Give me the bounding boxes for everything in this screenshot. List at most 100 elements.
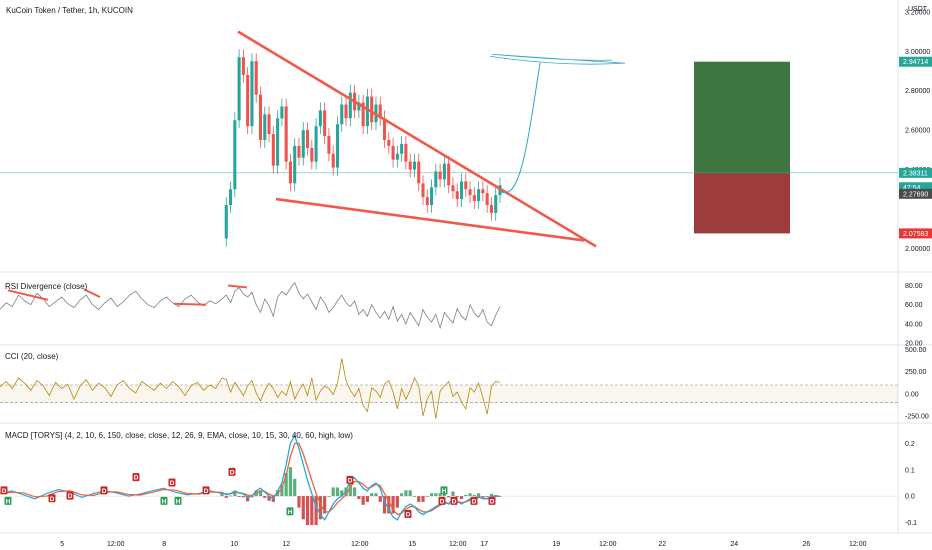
candle-body bbox=[494, 195, 498, 213]
price-axis[interactable]: 3.200003.000002.800002.600002.400002.000… bbox=[899, 9, 932, 253]
candle-body bbox=[361, 102, 365, 127]
macd-signal-marker bbox=[228, 467, 236, 476]
macd-histogram-bar bbox=[220, 493, 224, 497]
candle-body bbox=[477, 189, 481, 202]
candle-body bbox=[233, 120, 237, 190]
rsi-divergence-mark bbox=[83, 288, 101, 298]
projected-path-sketch bbox=[497, 63, 541, 193]
macd-histogram-bar bbox=[288, 467, 293, 497]
candle-body bbox=[237, 57, 241, 121]
candle-body bbox=[434, 171, 438, 188]
candle-body bbox=[254, 61, 258, 95]
cci-tick-label: 250.00 bbox=[905, 369, 927, 376]
candle-body bbox=[430, 187, 434, 205]
price-tag-label: 2.94714 bbox=[903, 59, 928, 66]
candle-body bbox=[472, 195, 476, 202]
macd-histogram-bar bbox=[468, 493, 472, 497]
macd-histogram-bar bbox=[485, 496, 489, 497]
candle-body bbox=[391, 145, 395, 160]
rsi-divergence-mark bbox=[7, 289, 49, 301]
macd-histogram-bar bbox=[233, 492, 237, 497]
macd-histogram-bar bbox=[464, 494, 468, 497]
macd-histogram-bar bbox=[297, 496, 301, 508]
candle-body bbox=[323, 110, 327, 137]
price-tag-label: 47:54 bbox=[903, 185, 921, 192]
time-tick-label: 17 bbox=[480, 541, 488, 548]
candle-body bbox=[421, 183, 425, 198]
price-tag bbox=[899, 182, 932, 193]
macd-histogram-bar bbox=[305, 496, 310, 526]
macd-signal-marker bbox=[0, 486, 8, 495]
time-tick-label: 12:00 bbox=[351, 541, 369, 548]
macd-histogram-bar bbox=[417, 496, 421, 502]
macd-pane-label: MACD [TORYS] (4, 2, 10, 6, 150, close, c… bbox=[5, 431, 353, 440]
price-tick-label: 2.00000 bbox=[905, 246, 930, 253]
macd-tick-label: 0.2 bbox=[905, 441, 915, 448]
macd-histogram-bar bbox=[447, 496, 451, 498]
target-scribble bbox=[489, 53, 626, 65]
macd-histogram-bar bbox=[267, 496, 271, 501]
currency-label: USDT bbox=[908, 6, 928, 13]
macd-histogram-bar bbox=[378, 496, 382, 502]
time-tick-label: 12:00 bbox=[849, 541, 867, 548]
macd-histogram-bar bbox=[477, 493, 481, 497]
candle-body bbox=[288, 161, 292, 184]
time-tick-label: 12:00 bbox=[599, 541, 617, 548]
macd-histogram-bar bbox=[404, 490, 408, 497]
macd-histogram-bar bbox=[472, 494, 476, 497]
rsi-divergence-mark bbox=[227, 284, 248, 289]
macd-signal-marker bbox=[174, 496, 182, 505]
candle-body bbox=[451, 185, 455, 192]
macd-histogram-bar bbox=[284, 472, 288, 497]
macd-histogram-bar bbox=[323, 496, 327, 514]
candle-body bbox=[284, 106, 288, 162]
price-tick-label: 3.20000 bbox=[905, 9, 930, 16]
symbol-title: KuCoin Token / Tether, 1h, KUCOIN bbox=[6, 6, 133, 15]
time-axis[interactable]: 5 12:00 8 10 12 12:00 15 12:00 17 19 12:00 22 24 26 12… bbox=[60, 541, 866, 548]
macd-histogram-bar bbox=[310, 496, 314, 526]
candle-body bbox=[267, 114, 271, 135]
macd-histogram-bar bbox=[438, 493, 442, 497]
candle-body bbox=[306, 130, 310, 148]
macd-histogram-bar bbox=[421, 496, 425, 502]
macd-tick-label: -0.1 bbox=[905, 520, 917, 527]
macd-histogram-bar bbox=[327, 496, 331, 497]
ascending-support-line bbox=[275, 197, 585, 242]
cci-pane-label: CCI (20, close) bbox=[5, 352, 59, 361]
price-tag bbox=[899, 228, 932, 239]
candle-body bbox=[425, 197, 429, 205]
macd-histogram-bar bbox=[258, 490, 263, 497]
rsi-tick-label: 80.00 bbox=[905, 283, 923, 290]
macd-signal-marker bbox=[346, 475, 354, 484]
price-tick-label: 3.00000 bbox=[905, 49, 930, 56]
long-position-box[interactable] bbox=[694, 61, 790, 234]
macd-tick-label: 0.0 bbox=[905, 494, 915, 501]
candle-body bbox=[310, 147, 314, 162]
macd-signal-marker-label: D bbox=[50, 496, 55, 503]
macd-histogram-bar bbox=[348, 481, 352, 497]
macd-signal-marker-label: D bbox=[406, 512, 411, 519]
price-tick-label: 2.60000 bbox=[905, 128, 930, 135]
rsi-pane: 80.00 60.00 40.00 20.00 bbox=[0, 281, 923, 348]
candle-body bbox=[442, 163, 446, 180]
macd-histogram-bar bbox=[382, 496, 387, 514]
macd-signal-marker bbox=[160, 496, 168, 505]
macd-signal-marker bbox=[66, 491, 74, 500]
macd-signal-marker-label: H bbox=[442, 488, 447, 495]
rsi-history-line bbox=[0, 290, 223, 311]
macd-histogram-bar bbox=[391, 496, 395, 514]
macd-histogram-bar bbox=[357, 496, 361, 500]
macd-signal-marker-label: H bbox=[6, 498, 11, 505]
cci-history-line bbox=[0, 377, 223, 401]
candle-body bbox=[481, 189, 485, 194]
rsi-tick-label: 40.00 bbox=[905, 321, 923, 328]
take-profit-zone bbox=[694, 61, 790, 173]
trendline-drawings[interactable] bbox=[237, 30, 626, 248]
macd-histogram-bar bbox=[412, 496, 417, 497]
macd-histogram-bar bbox=[263, 496, 267, 498]
candle-body bbox=[395, 153, 399, 160]
candle-body bbox=[263, 114, 267, 140]
time-tick-label: 12:00 bbox=[107, 541, 125, 548]
macd-histogram-bar bbox=[442, 493, 446, 497]
